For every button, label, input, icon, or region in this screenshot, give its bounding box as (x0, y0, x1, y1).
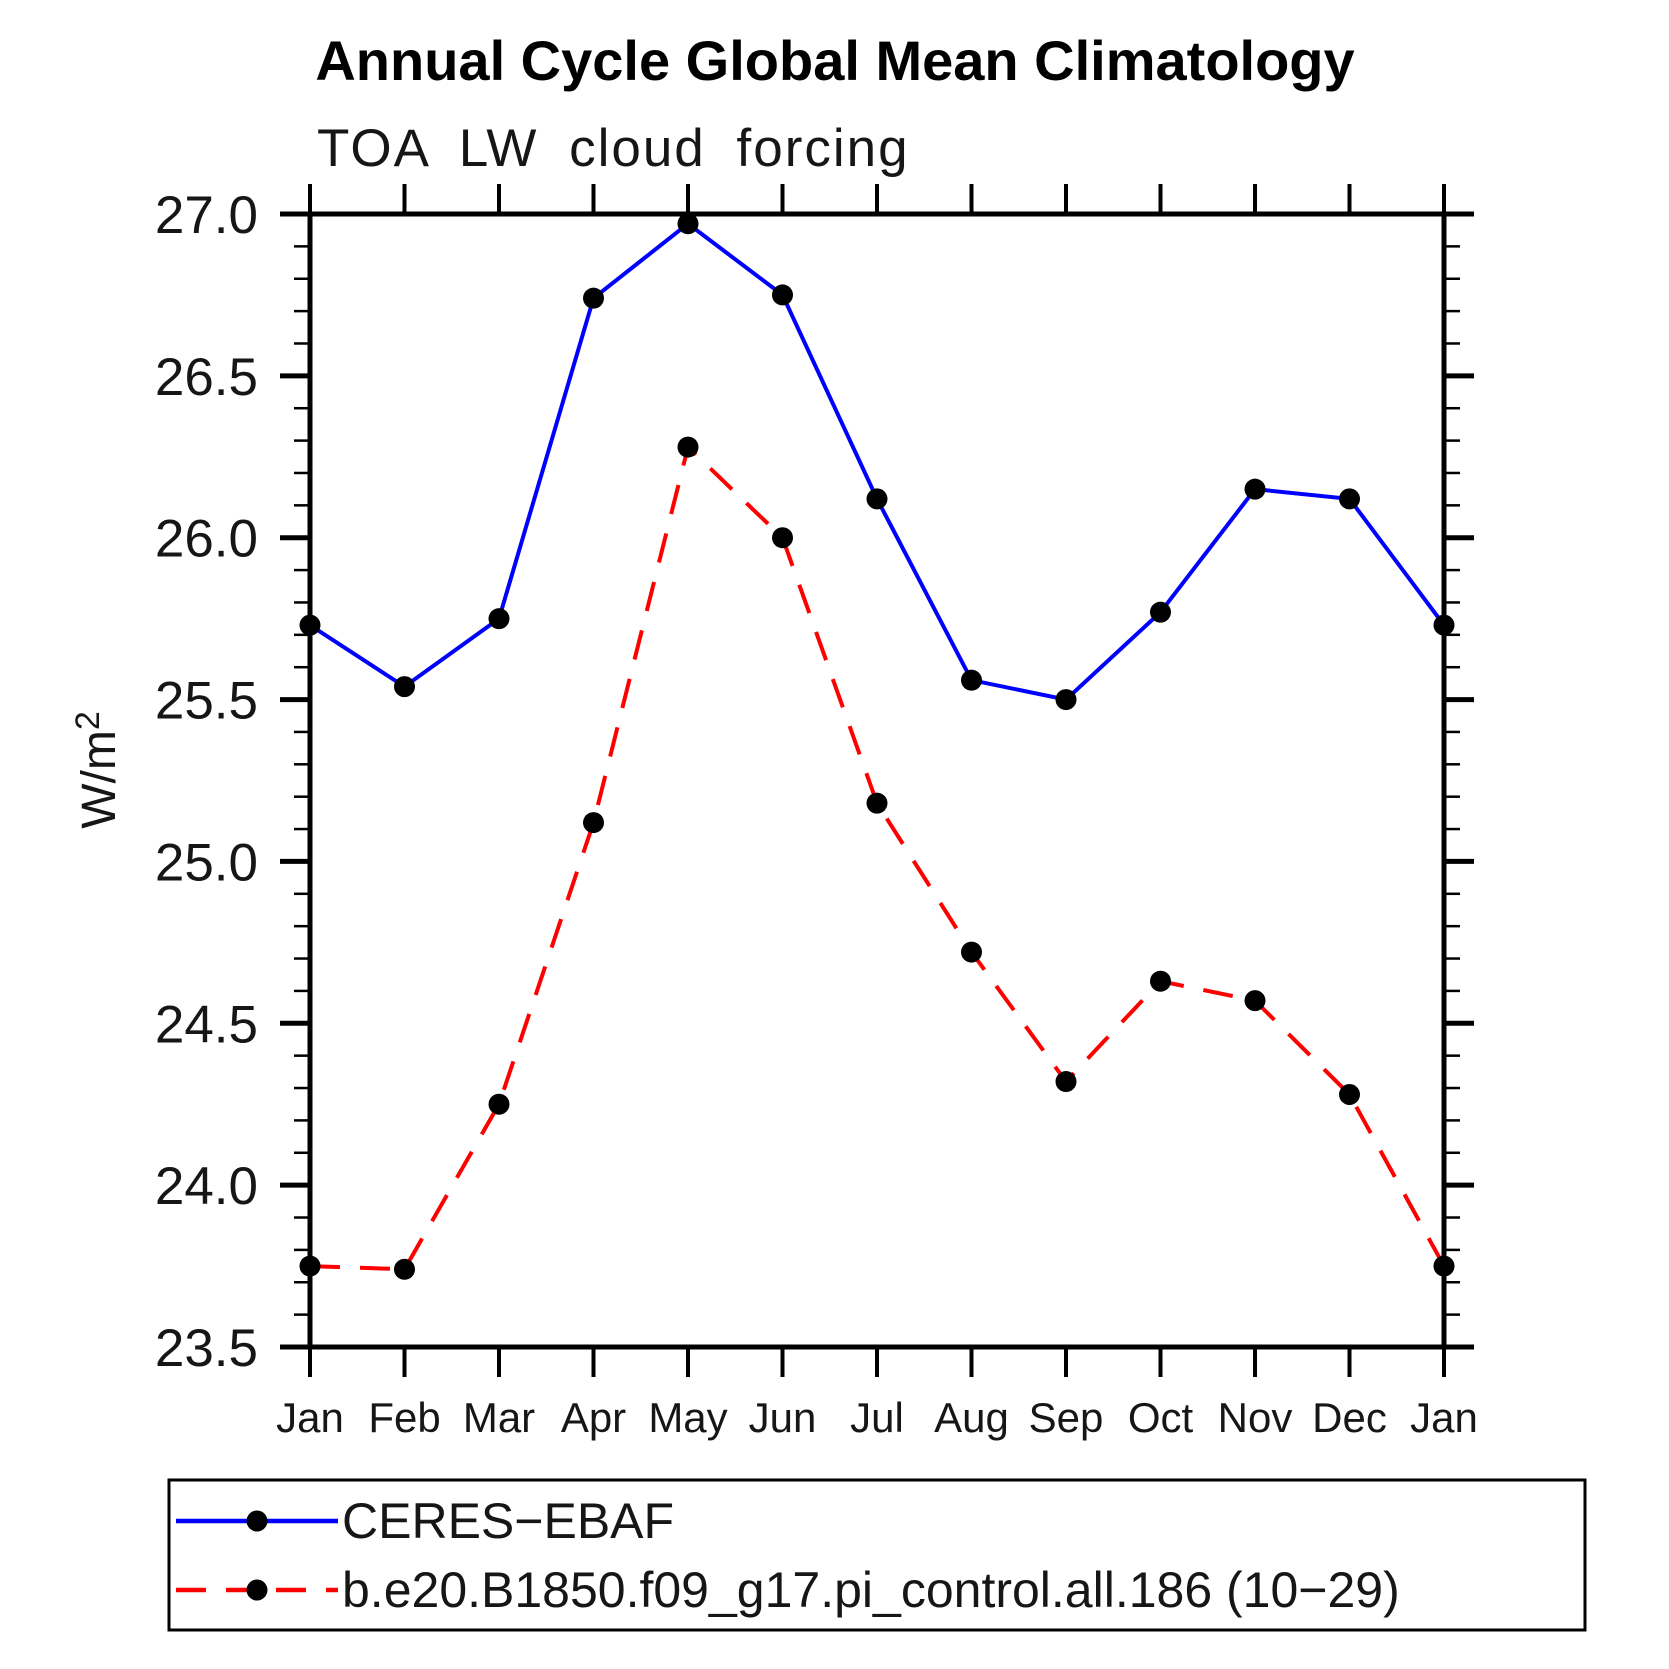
x-tick-label: Mar (463, 1394, 535, 1441)
x-tick-label: Jun (749, 1394, 817, 1441)
legend-label-ceres-ebaf: CERES−EBAF (342, 1493, 674, 1549)
data-point-marker (1150, 601, 1171, 623)
data-point-marker (299, 614, 321, 636)
data-point-marker (677, 436, 699, 458)
data-point-marker (1433, 1255, 1455, 1277)
data-point-marker (961, 669, 982, 691)
chart-subtitle: TOA LW cloud forcing (317, 119, 910, 178)
x-tick-label: Oct (1128, 1394, 1194, 1441)
y-tick-label: 25.5 (155, 672, 258, 731)
data-point-marker (1244, 478, 1266, 500)
data-point-marker (299, 1255, 321, 1277)
x-tick-label: Aug (934, 1394, 1009, 1441)
data-point-marker (1339, 488, 1360, 510)
legend-sample-marker (246, 1510, 268, 1532)
y-axis-title: W/m2 (69, 711, 126, 829)
legend-sample-marker (246, 1579, 268, 1601)
series-line-model-run (309, 443, 1446, 1272)
data-point-marker (488, 1093, 510, 1115)
data-point-marker (772, 284, 793, 306)
data-point-marker (394, 1258, 415, 1280)
data-point-marker (677, 213, 699, 235)
x-tick-label: Jan (276, 1394, 344, 1441)
x-tick-label: Apr (561, 1394, 626, 1441)
chart-title: Annual Cycle Global Mean Climatology (315, 29, 1354, 92)
data-point-marker (583, 287, 604, 309)
x-tick-label: Nov (1218, 1394, 1293, 1441)
x-tick-label: May (648, 1394, 727, 1441)
x-tick-label: Dec (1312, 1394, 1387, 1441)
y-tick-label: 24.0 (155, 1157, 258, 1216)
data-point-marker (394, 676, 415, 698)
series-layer (299, 213, 1455, 1280)
legend-label-model-run: b.e20.B1850.f09_g17.pi_control.all.186 (… (342, 1562, 1400, 1618)
x-tick-label: Feb (368, 1394, 440, 1441)
data-point-marker (488, 608, 510, 630)
y-tick-label: 27.0 (155, 186, 258, 245)
data-point-marker (1055, 689, 1077, 711)
x-tick-label: Sep (1029, 1394, 1104, 1441)
legend-box (167, 1478, 1587, 1632)
data-point-marker (1433, 614, 1455, 636)
data-point-marker (1339, 1084, 1360, 1106)
data-point-marker (961, 941, 982, 963)
x-tick-label: Jul (850, 1394, 904, 1441)
legend (167, 1478, 1587, 1632)
data-point-marker (772, 527, 793, 549)
y-tick-label: 26.5 (155, 348, 258, 407)
x-tick-label: Jan (1410, 1394, 1478, 1441)
data-point-marker (1055, 1071, 1077, 1093)
data-point-marker (1150, 970, 1171, 992)
data-point-marker (583, 812, 604, 834)
series-line-ceres-ebaf (308, 221, 1446, 702)
data-point-marker (866, 488, 888, 510)
data-point-marker (866, 792, 888, 814)
y-tick-label: 23.5 (155, 1319, 258, 1378)
y-tick-label: 26.0 (155, 510, 258, 569)
data-point-marker (1244, 990, 1266, 1012)
y-tick-label: 24.5 (155, 995, 258, 1054)
y-tick-label: 25.0 (155, 833, 258, 892)
axes-frame: 23.5 24.0 24.5 25.0 25.5 26.0 26.5 27.0 Jan Feb Ma… (69, 184, 1478, 1441)
plot-frame (307, 211, 1447, 1350)
